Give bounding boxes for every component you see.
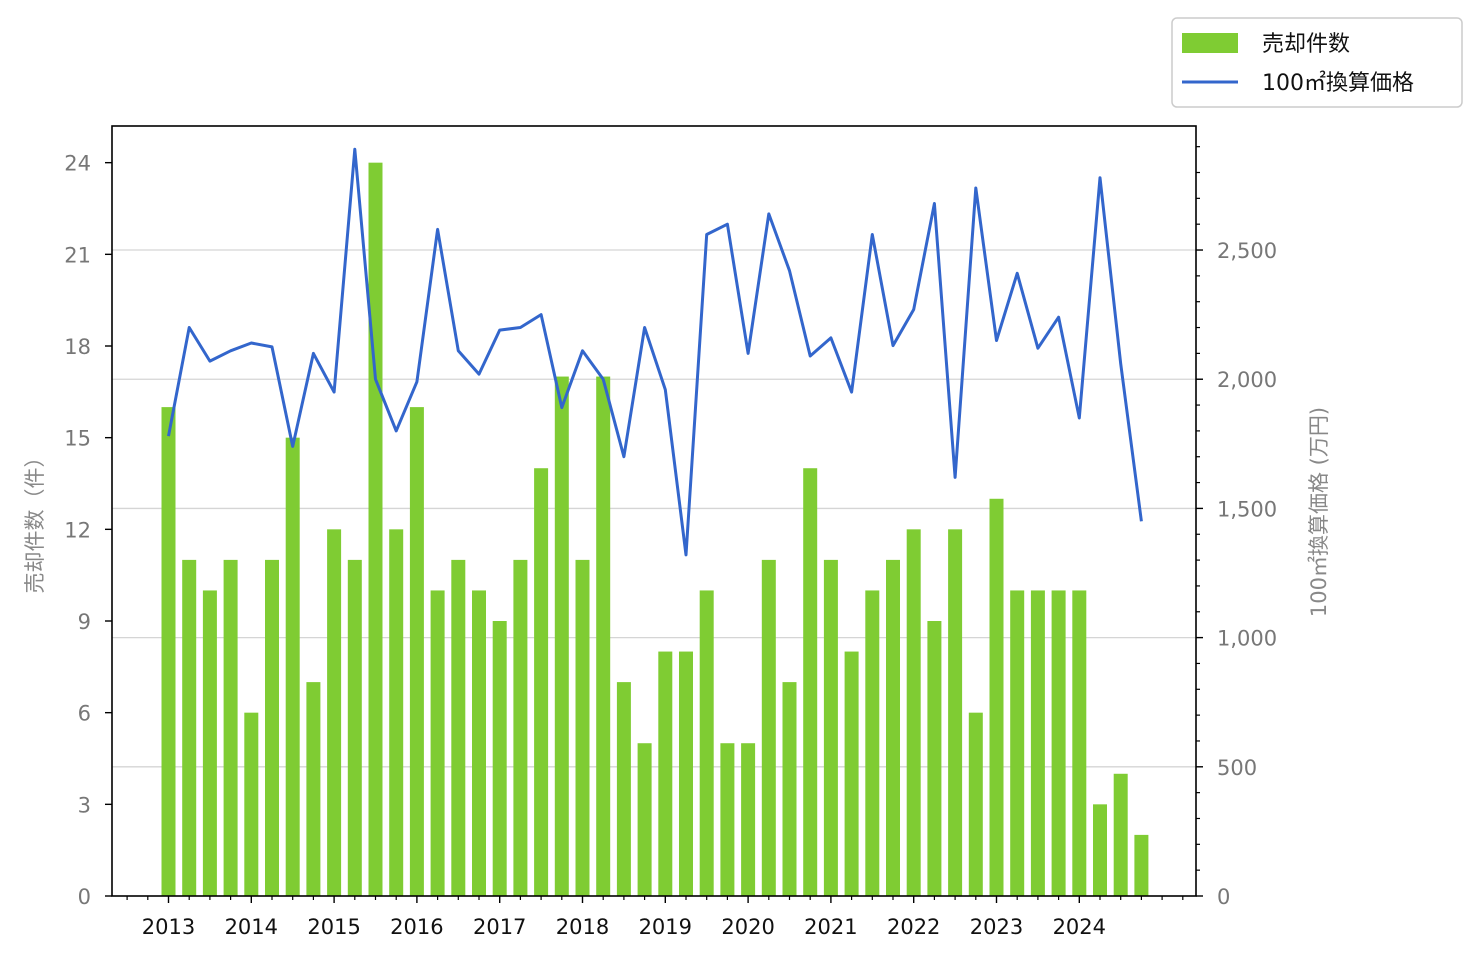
left-tick-label: 12 — [64, 518, 91, 542]
right-tick-label: 1,500 — [1217, 497, 1277, 521]
bar — [430, 590, 445, 896]
right-tick-label: 2,000 — [1217, 368, 1277, 392]
right-tick-label: 0 — [1217, 885, 1230, 909]
bar — [306, 682, 321, 896]
right-axis: 0 500 1,000 1,500 2,000 2,500 — [1196, 146, 1277, 909]
bar — [823, 559, 838, 896]
bar — [616, 682, 631, 896]
line-series — [167, 147, 1143, 557]
bar — [368, 162, 383, 896]
bar — [865, 590, 880, 896]
legend-bar-swatch — [1182, 33, 1238, 53]
bar — [679, 651, 693, 896]
bar — [285, 437, 300, 896]
bar — [720, 743, 735, 896]
bar — [472, 590, 486, 896]
bar — [327, 529, 342, 896]
x-tick-label: 2017 — [473, 915, 526, 939]
left-tick-label: 18 — [64, 335, 91, 359]
left-axis: 0 3 6 9 12 15 18 21 24 — [64, 152, 112, 909]
legend-bar-label: 売却件数 — [1262, 32, 1350, 57]
left-tick-label: 6 — [78, 702, 91, 726]
x-tick-label: 2024 — [1053, 915, 1106, 939]
bar — [761, 559, 776, 896]
x-axis: 2013 2014 2015 2016 2017 2018 2019 2020 2021 2022… — [126, 896, 1184, 939]
bar — [389, 529, 404, 896]
bar — [906, 529, 921, 896]
left-tick-label: 0 — [78, 885, 91, 909]
right-tick-label: 500 — [1217, 756, 1257, 780]
bar — [741, 743, 756, 896]
bar — [1051, 590, 1066, 896]
x-tick-label: 2021 — [804, 915, 857, 939]
legend: 売却件数 100㎡換算価格 — [1171, 17, 1463, 108]
bar — [927, 621, 942, 896]
bar — [347, 559, 362, 896]
bar-series — [161, 162, 1149, 896]
bar — [202, 590, 217, 896]
bar — [534, 468, 549, 896]
bar — [1030, 590, 1045, 896]
left-tick-label: 21 — [64, 243, 91, 267]
bar — [886, 559, 900, 896]
bar — [161, 407, 176, 896]
bar — [1113, 773, 1128, 896]
bar — [409, 407, 424, 896]
bar — [265, 559, 279, 896]
bar — [989, 498, 1004, 896]
x-tick-label: 2016 — [390, 915, 443, 939]
bar — [1093, 804, 1107, 896]
bar — [575, 559, 590, 896]
bar — [968, 712, 983, 896]
bar — [658, 651, 673, 896]
right-tick-label: 2,500 — [1217, 239, 1277, 263]
left-tick-label: 9 — [78, 610, 91, 634]
bar — [844, 651, 859, 896]
x-tick-label: 2013 — [142, 915, 195, 939]
x-tick-label: 2020 — [721, 915, 774, 939]
bar — [492, 621, 507, 896]
x-tick-label: 2014 — [225, 915, 278, 939]
bar — [637, 743, 652, 896]
legend-line-label: 100㎡換算価格 — [1262, 70, 1414, 96]
bar — [554, 376, 569, 896]
x-tick-label: 2023 — [970, 915, 1023, 939]
bar — [1010, 590, 1025, 896]
legend-frame — [1171, 17, 1463, 108]
bar — [244, 712, 259, 896]
price-line — [167, 147, 1143, 557]
bar — [451, 559, 466, 896]
bar — [223, 559, 238, 896]
bar — [182, 559, 197, 896]
left-tick-label: 15 — [64, 427, 91, 451]
bar — [1072, 590, 1087, 896]
x-tick-label: 2018 — [556, 915, 609, 939]
bar — [948, 529, 963, 896]
left-tick-label: 24 — [64, 152, 91, 176]
right-tick-label: 1,000 — [1217, 627, 1277, 651]
x-tick-label: 2022 — [887, 915, 940, 939]
left-tick-label: 3 — [78, 793, 91, 817]
right-axis-title: 100㎡換算価格 (万円) — [1307, 407, 1331, 617]
bar — [803, 468, 818, 896]
bar — [1134, 834, 1149, 896]
bar — [596, 376, 611, 896]
bar — [782, 682, 797, 896]
x-tick-label: 2015 — [307, 915, 360, 939]
plot-frame — [111, 125, 1197, 897]
left-axis-title: 売却件数（件） — [23, 447, 47, 594]
bar — [699, 590, 714, 896]
x-tick-label: 2019 — [639, 915, 692, 939]
bar — [513, 559, 528, 896]
